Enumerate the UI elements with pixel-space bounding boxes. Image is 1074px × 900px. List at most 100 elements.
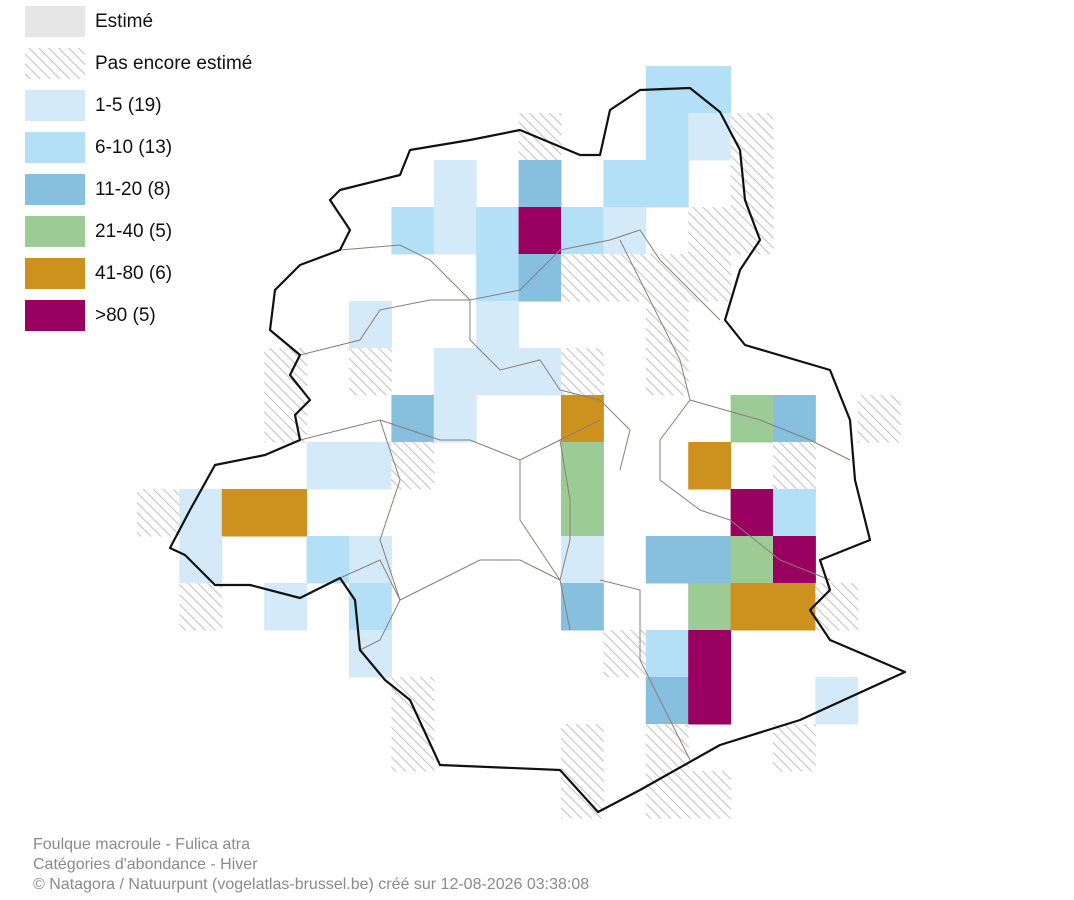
grid-cell bbox=[476, 207, 520, 255]
grid-cell bbox=[645, 771, 689, 819]
grid-cell bbox=[391, 442, 435, 490]
legend-label: 6-10 (13) bbox=[95, 137, 172, 158]
grid-cell bbox=[561, 536, 604, 584]
grid-cell bbox=[645, 630, 689, 678]
legend-label: Estimé bbox=[95, 11, 153, 32]
grid-cell bbox=[561, 442, 604, 490]
grid-cell bbox=[264, 395, 308, 443]
grid-cell bbox=[391, 395, 435, 443]
grid-cell bbox=[433, 160, 477, 208]
legend-swatch bbox=[25, 258, 85, 289]
legend-swatch bbox=[25, 132, 85, 163]
legend-swatch bbox=[25, 48, 85, 79]
legend-label: 21-40 (5) bbox=[95, 221, 172, 242]
grid-cell bbox=[688, 254, 732, 302]
grid-cell bbox=[603, 160, 647, 208]
grid-cell bbox=[773, 489, 816, 537]
region-border bbox=[168, 86, 907, 814]
grid-cell bbox=[688, 536, 732, 584]
grid-cell bbox=[645, 724, 689, 772]
grid-cell bbox=[561, 583, 604, 631]
grid-cell bbox=[179, 536, 223, 584]
grid-cell bbox=[433, 207, 477, 255]
grid-cell bbox=[561, 207, 604, 255]
grid-cell bbox=[433, 348, 477, 396]
footer-line: Catégories d'abondance - Hiver bbox=[33, 856, 258, 873]
grid-cell bbox=[391, 207, 435, 255]
grid-cell bbox=[645, 113, 689, 161]
legend-label: 11-20 (8) bbox=[95, 179, 171, 200]
grid-cells bbox=[137, 66, 901, 819]
grid-cell bbox=[730, 207, 774, 255]
grid-cell bbox=[391, 724, 435, 772]
grid-cell bbox=[603, 630, 647, 678]
grid-cell bbox=[561, 348, 604, 396]
footer-line: Foulque macroule - Fulica atra bbox=[33, 836, 250, 853]
legend-label: 41-80 (6) bbox=[95, 263, 172, 284]
grid-cell bbox=[306, 536, 350, 584]
grid-cell bbox=[815, 583, 859, 631]
grid-cell bbox=[561, 395, 604, 443]
grid-cell bbox=[476, 348, 520, 396]
grid-cell bbox=[688, 630, 732, 678]
grid-cell bbox=[264, 489, 308, 537]
grid-cell bbox=[518, 113, 562, 161]
grid-cell bbox=[179, 583, 223, 631]
legend-swatch bbox=[25, 300, 85, 331]
grid-cell bbox=[561, 489, 604, 537]
grid-cell bbox=[688, 677, 732, 725]
grid-cell bbox=[688, 583, 732, 631]
grid-cell bbox=[179, 489, 223, 537]
grid-cell bbox=[391, 677, 435, 725]
legend-label: 1-5 (19) bbox=[95, 95, 162, 116]
legend-swatch bbox=[25, 216, 85, 247]
grid-cell bbox=[645, 348, 689, 396]
grid-cell bbox=[476, 301, 520, 349]
footer-line: © Natagora / Natuurpunt (vogelatlas-brus… bbox=[33, 876, 589, 893]
grid-cell bbox=[773, 395, 816, 443]
legend-swatch bbox=[25, 174, 85, 205]
grid-cell bbox=[137, 489, 180, 537]
grid-cell bbox=[688, 207, 732, 255]
grid-cell bbox=[433, 395, 477, 443]
grid-cell bbox=[645, 301, 689, 349]
footer: Foulque macroule - Fulica atra Catégories… bbox=[33, 836, 589, 893]
grid-cell bbox=[730, 160, 774, 208]
grid-cell bbox=[561, 724, 604, 772]
grid-cell bbox=[349, 630, 392, 678]
legend-swatch bbox=[25, 90, 85, 121]
grid-cell bbox=[349, 442, 392, 490]
grid-cell bbox=[730, 536, 774, 584]
grid-cell bbox=[645, 160, 689, 208]
grid-cell bbox=[773, 583, 816, 631]
grid-cell bbox=[730, 395, 774, 443]
grid-cell bbox=[518, 207, 562, 255]
grid-cell bbox=[603, 254, 647, 302]
legend-label: Pas encore estimé bbox=[95, 53, 252, 74]
grid-cell bbox=[730, 113, 774, 161]
grid-cell bbox=[221, 489, 265, 537]
grid-cell bbox=[857, 395, 901, 443]
legend-swatch bbox=[25, 6, 85, 37]
grid-cell bbox=[518, 254, 562, 302]
grid-cell bbox=[688, 442, 732, 490]
grid-cell bbox=[518, 160, 562, 208]
grid-cell bbox=[476, 254, 520, 302]
legend-label: >80 (5) bbox=[95, 305, 156, 326]
grid-cell bbox=[518, 348, 562, 396]
grid-cell bbox=[773, 442, 816, 490]
grid-cell bbox=[773, 724, 816, 772]
grid-cell bbox=[645, 536, 689, 584]
grid-cell bbox=[349, 536, 392, 584]
legend: Estimé Pas encore estimé 1-5 (19) 6-10 (13)… bbox=[25, 6, 252, 331]
grid-cell bbox=[688, 66, 732, 114]
grid-cell bbox=[561, 254, 604, 302]
grid-cell bbox=[688, 771, 732, 819]
commune-borders bbox=[299, 229, 851, 761]
grid-cell bbox=[730, 489, 774, 537]
grid-cell bbox=[306, 442, 350, 490]
grid-cell bbox=[730, 583, 774, 631]
grid-cell bbox=[645, 254, 689, 302]
